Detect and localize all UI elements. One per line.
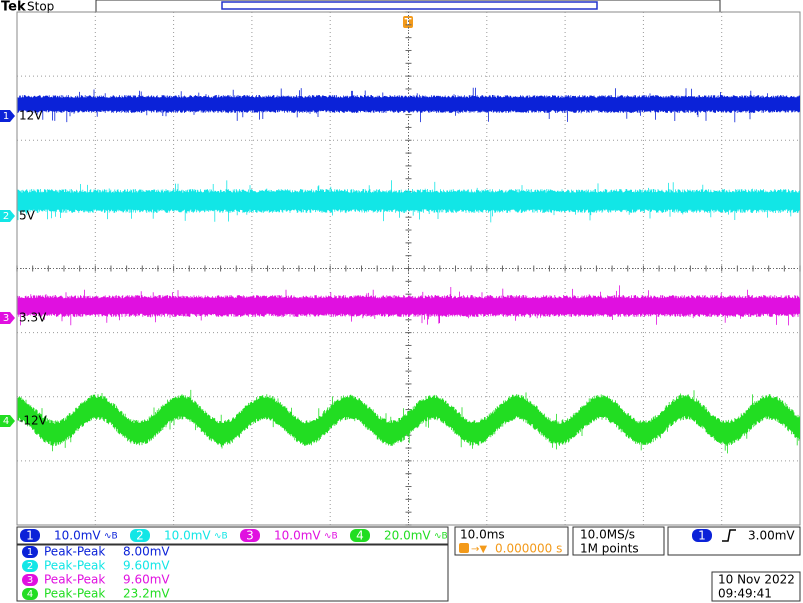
- bandwidth-icon: ∿B: [434, 532, 448, 542]
- measurement-channel: 4: [27, 589, 33, 600]
- channel-labels: 1 12V 2 5V 3 3.3V 4 -12V: [0, 109, 48, 428]
- measurement-channel: 2: [27, 561, 33, 572]
- channel-scale-bar: [16, 526, 449, 545]
- measurement-type: Peak-Peak: [44, 559, 105, 573]
- brand: Tek: [1, 0, 26, 15]
- measurement-type: Peak-Peak: [44, 587, 105, 601]
- channel-label: -12V: [19, 414, 48, 428]
- record-length: 1M points: [580, 542, 639, 556]
- channel-marker-number: 4: [3, 416, 9, 427]
- trigger-source: 1: [698, 529, 706, 543]
- channel-scale: 10.0mV: [164, 529, 211, 543]
- acquisition-panel: [572, 526, 665, 556]
- timebase-position: 0.000000 s: [495, 542, 562, 556]
- trigger-panel: [667, 526, 801, 556]
- bandwidth-icon: ∿B: [104, 532, 118, 542]
- run-status: Stop: [27, 0, 54, 14]
- timestamp-panel: [711, 571, 801, 602]
- trigger-slope-icon: [722, 529, 736, 542]
- measurement-value: 8.00mV: [123, 545, 170, 559]
- channel-marker-number: 3: [3, 313, 9, 324]
- waveform: [17, 285, 800, 326]
- channel-marker: [0, 415, 15, 427]
- trigger-source-badge: [692, 529, 712, 542]
- measurement-badge: [22, 546, 38, 558]
- measurement-channel: 1: [27, 547, 33, 558]
- channel-marker: [0, 110, 15, 122]
- channel-marker-number: 2: [3, 211, 9, 222]
- channel-marker-number: 1: [3, 111, 9, 122]
- bandwidth-icon: ∿B: [324, 532, 338, 542]
- channel-marker: [0, 312, 15, 324]
- trigger-icon: [459, 543, 469, 553]
- bandwidth-icon: ∿B: [214, 532, 228, 542]
- channel-number: 3: [246, 529, 254, 543]
- channel-badge: [350, 529, 370, 542]
- channel-badge: [20, 529, 40, 542]
- channel-number: 4: [356, 529, 364, 543]
- channel-scale: 20.0mV: [384, 529, 431, 543]
- measurement-badge: [22, 574, 38, 586]
- measurement-type: Peak-Peak: [44, 545, 105, 559]
- measurement-channel: 3: [27, 575, 33, 586]
- channel-marker: [0, 210, 15, 222]
- timebase-panel: [454, 526, 569, 556]
- sample-rate: 10.0MS/s: [580, 528, 635, 542]
- waveform: [17, 389, 800, 454]
- measurement-panel: [16, 544, 449, 602]
- time: 09:49:41: [718, 587, 772, 601]
- channel-badge: [130, 529, 150, 542]
- measurement-badge: [22, 560, 38, 572]
- graticule: [16, 11, 801, 526]
- waveforms: [17, 87, 800, 454]
- measurement-value: 23.2mV: [123, 587, 170, 601]
- measurement-badge: [22, 588, 38, 600]
- status-panel: 10.0ms →▼ 0.000000 s 10.0MS/s 1M points …: [16, 526, 801, 602]
- measurement-type: Peak-Peak: [44, 573, 105, 587]
- channel-label: 3.3V: [19, 311, 47, 325]
- trigger-level: 3.00mV: [748, 529, 795, 543]
- channel-scale: 10.0mV: [54, 529, 101, 543]
- waveform: [17, 180, 800, 223]
- timebase-scale: 10.0ms: [460, 528, 505, 542]
- channel-label: 5V: [19, 209, 36, 223]
- date: 10 Nov 2022: [718, 573, 795, 587]
- record-window: [221, 1, 598, 10]
- measurement-value: 9.60mV: [123, 573, 170, 587]
- trigger-marker-label: T: [405, 17, 412, 28]
- channel-number: 1: [26, 529, 34, 543]
- channel-number: 2: [136, 529, 144, 543]
- channel-label: 12V: [19, 109, 43, 123]
- waveform: [17, 87, 800, 123]
- channel-badge: [240, 529, 260, 542]
- channel-scale: 10.0mV: [274, 529, 321, 543]
- position-arrow: →▼: [471, 544, 487, 555]
- measurement-value: 9.60mV: [123, 559, 170, 573]
